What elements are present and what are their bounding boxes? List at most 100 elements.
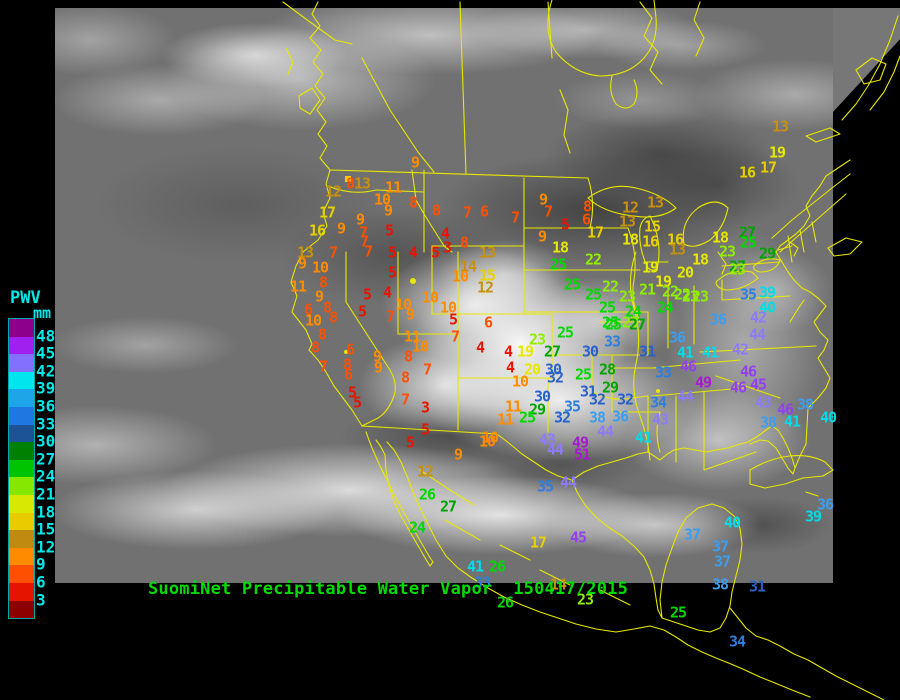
station-value: 13 bbox=[478, 243, 496, 262]
station-value: 9 bbox=[373, 358, 383, 377]
station-value: 38 bbox=[711, 575, 729, 594]
station-value: 5 bbox=[420, 420, 430, 439]
station-value: 13 bbox=[353, 174, 371, 193]
lake-marker bbox=[410, 278, 416, 284]
station-value: 20 bbox=[676, 263, 694, 282]
station-value: 46 bbox=[739, 362, 757, 381]
station-value: 8 bbox=[342, 355, 352, 374]
station-value: 22 bbox=[584, 250, 602, 269]
colorbar-box bbox=[9, 336, 34, 355]
station-value: 44 bbox=[546, 440, 564, 459]
station-value: 17 bbox=[586, 223, 604, 242]
station-value: 5 bbox=[405, 433, 415, 452]
colorbar-label: 30 bbox=[36, 431, 56, 451]
coastline-west bbox=[290, 1, 363, 427]
coastline-mexico bbox=[365, 431, 811, 698]
colorbar-box bbox=[9, 424, 34, 443]
station-value: 31 bbox=[638, 342, 656, 361]
station-value: 4 bbox=[408, 243, 418, 262]
station-value: 25 bbox=[598, 298, 616, 317]
station-value: 13 bbox=[668, 240, 686, 259]
station-value: 16 bbox=[666, 230, 684, 249]
station-value: 29 bbox=[601, 378, 619, 397]
station-value: 9 bbox=[383, 201, 393, 220]
colorbar-box bbox=[9, 354, 34, 372]
station-value: 18 bbox=[621, 230, 639, 249]
great-lakes bbox=[587, 185, 781, 291]
station-value: 9 bbox=[297, 254, 307, 273]
station-value: 33 bbox=[473, 573, 491, 592]
station-value: 46 bbox=[729, 378, 747, 397]
colorbar-box bbox=[9, 477, 34, 495]
colorbar-label: 24 bbox=[36, 466, 56, 486]
station-value: 29 bbox=[758, 244, 776, 263]
station-value: 9 bbox=[372, 347, 382, 366]
station-value: 43 bbox=[651, 410, 669, 429]
station-value: 9 bbox=[355, 210, 365, 229]
colorbar-box bbox=[9, 371, 34, 390]
station-value: 36 bbox=[668, 328, 686, 347]
station-value: 10 bbox=[421, 288, 439, 307]
colorbar-box bbox=[9, 459, 34, 478]
station-value: 27 bbox=[738, 223, 756, 242]
colorbar-box bbox=[9, 583, 34, 601]
colorbar-label: 45 bbox=[36, 343, 56, 363]
station-value: 11 bbox=[496, 410, 514, 429]
station-value: 6 bbox=[343, 365, 353, 384]
station-value: 20 bbox=[523, 360, 541, 379]
colorbar-box bbox=[9, 319, 34, 337]
station-value: 40 bbox=[758, 298, 776, 317]
colorbar-label: 39 bbox=[36, 378, 56, 398]
station-value: 33 bbox=[603, 332, 621, 351]
station-value: 13 bbox=[296, 243, 314, 262]
city-marker bbox=[345, 176, 351, 182]
station-value: 44 bbox=[596, 422, 614, 441]
station-value: 5 bbox=[362, 285, 372, 304]
station-value: 39 bbox=[804, 507, 822, 526]
station-value: 11 bbox=[384, 178, 402, 197]
station-value: 6 bbox=[479, 202, 489, 221]
station-value: 25 bbox=[604, 315, 622, 334]
station-value: 9 bbox=[405, 305, 415, 324]
station-value: 40 bbox=[819, 408, 837, 427]
product-caption: SuomiNet Precipitable Water Vapor 150417… bbox=[148, 579, 629, 599]
station-value: 9 bbox=[336, 219, 346, 238]
station-value: 7 bbox=[422, 360, 432, 379]
colorbar-label: 36 bbox=[36, 396, 56, 416]
station-value: 44 bbox=[559, 473, 577, 492]
station-value: 5 bbox=[384, 221, 394, 240]
station-value: 25 bbox=[584, 285, 602, 304]
colorbar-label: 33 bbox=[36, 414, 56, 434]
station-value: 26 bbox=[488, 557, 506, 576]
station-value: 6 bbox=[303, 300, 313, 319]
station-value: 10 bbox=[478, 432, 496, 451]
station-value: 9 bbox=[314, 287, 324, 306]
station-value: 28 bbox=[598, 360, 616, 379]
station-value: 30 bbox=[544, 360, 562, 379]
station-value: 19 bbox=[516, 342, 534, 361]
station-value: 6 bbox=[483, 313, 493, 332]
colorbar-label: 6 bbox=[36, 572, 46, 592]
station-value: 51 bbox=[573, 445, 591, 464]
station-value: 8 bbox=[459, 233, 469, 252]
station-value: 30 bbox=[581, 342, 599, 361]
station-value: 17 bbox=[318, 203, 336, 222]
station-value: 49 bbox=[694, 373, 712, 392]
canada-border bbox=[329, 1, 727, 275]
station-value: 5 bbox=[430, 243, 440, 262]
station-value: 3 bbox=[442, 238, 452, 257]
station-value: 8 bbox=[403, 347, 413, 366]
station-value: 7 bbox=[450, 327, 460, 346]
station-value: 25 bbox=[563, 275, 581, 294]
coastline-east bbox=[775, 159, 851, 469]
station-value: 16 bbox=[738, 163, 756, 182]
station-value: 8 bbox=[318, 273, 328, 292]
station-value: 5 bbox=[347, 383, 357, 402]
station-value: 16 bbox=[641, 232, 659, 251]
station-value: 7 bbox=[328, 243, 338, 262]
station-value: 41 bbox=[676, 343, 694, 362]
station-value: 44 bbox=[748, 325, 766, 344]
station-value: 14 bbox=[459, 257, 477, 276]
station-value: 7 bbox=[318, 357, 328, 376]
station-value: 5 bbox=[560, 215, 570, 234]
